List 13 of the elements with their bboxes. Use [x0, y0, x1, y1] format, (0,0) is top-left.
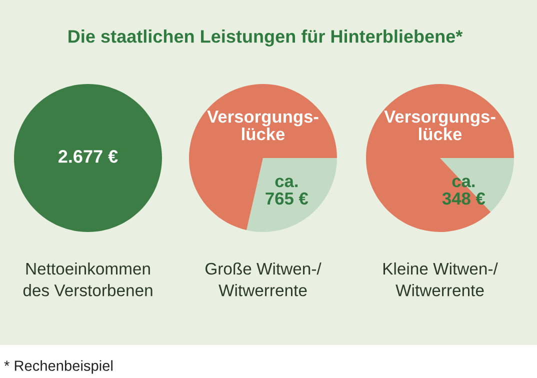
pie-slice [440, 158, 514, 212]
text: * Rechenbeispiel [4, 360, 112, 374]
slice-label: Versorgungs- lücke [207, 110, 318, 140]
slice-label: Versorgungs- lücke [384, 110, 496, 140]
text: Nettoeinkommen des Verstorbenen [23, 262, 152, 296]
text: Die staatlichen Leistungen für Hinterbliebene* [68, 30, 463, 46]
text: Große Witwen-/ Witwerrente [206, 262, 322, 296]
data-label: 2.677 € [58, 150, 118, 163]
text: Kleine Witwen-/ Witwerrente [383, 262, 498, 296]
pie-slice [189, 84, 337, 230]
pie-slice [366, 84, 514, 232]
data-label: ca. 765 € [266, 178, 308, 205]
pie-slice [246, 158, 337, 232]
